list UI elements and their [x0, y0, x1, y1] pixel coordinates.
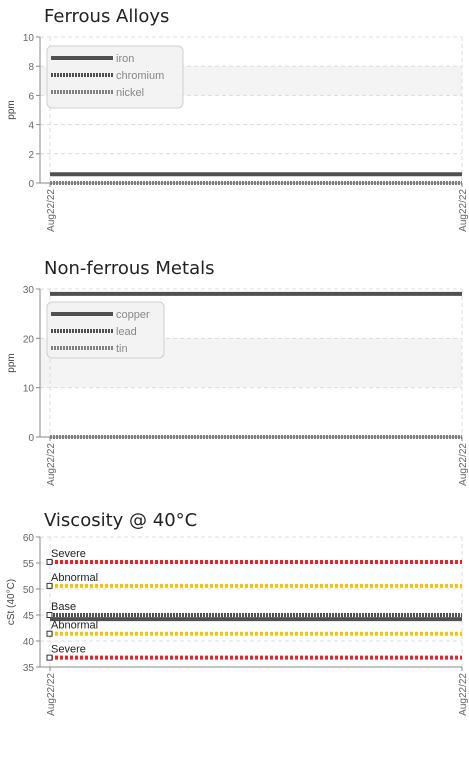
limit-label: Severe [51, 644, 86, 656]
y-tick-label: 55 [23, 559, 35, 570]
x-tick-label: Aug22/22 [46, 189, 57, 232]
y-tick-label: 60 [23, 533, 35, 544]
limit-label: Abnormal [51, 620, 98, 632]
y-axis-label: ppm [6, 100, 17, 119]
legend-label: lead [116, 326, 137, 338]
limit-marker [46, 558, 53, 565]
legend-label: chromium [116, 70, 164, 82]
y-tick-label: 2 [28, 150, 34, 161]
limit-label: Severe [51, 548, 86, 560]
limit-label: Base [51, 601, 76, 613]
ferrous-alloys-chart: 0 2 4 6 8 10 ppm Aug22/22 Aug22/22 iron chromium ni… [6, 33, 469, 232]
y-tick-label: 10 [23, 33, 35, 44]
y-axis-label: ppm [6, 353, 17, 372]
y-tick-label: 50 [23, 585, 35, 596]
legend-label: nickel [116, 87, 144, 99]
limit-marker [46, 630, 53, 637]
chart-title: Ferrous Alloys [44, 6, 170, 27]
y-tick-label: 0 [28, 433, 34, 444]
y-tick-label: 30 [23, 285, 35, 296]
x-tick-label: Aug22/22 [46, 673, 57, 716]
viscosity-panel: Viscosity @ 40°C 35 40 45 50 55 60 cSt (40°C) A… [0, 504, 469, 760]
x-tick-label: Aug22/22 [458, 189, 469, 232]
legend-label: tin [116, 343, 128, 355]
legend-label: iron [116, 53, 134, 65]
y-tick-label: 40 [23, 637, 35, 648]
y-tick-label: 20 [23, 334, 35, 345]
ferrous-alloys-panel: Ferrous Alloys 0 2 4 6 8 10 ppm Aug22/22 Aug22/2… [0, 0, 469, 250]
y-tick-label: 45 [23, 611, 35, 622]
x-tick-label: Aug22/22 [458, 673, 469, 716]
non-ferrous-metals-panel: Non-ferrous Metals 0 10 20 30 ppm Aug22/22 Aug… [0, 252, 469, 502]
x-tick-label: Aug22/22 [458, 443, 469, 486]
y-tick-label: 0 [28, 179, 34, 190]
limit-marker [46, 582, 53, 589]
x-tick-label: Aug22/22 [46, 443, 57, 486]
y-tick-label: 10 [23, 384, 35, 395]
y-tick-label: 35 [23, 663, 35, 674]
limit-marker [46, 654, 53, 661]
viscosity-chart: 35 40 45 50 55 60 cSt (40°C) Aug22/22 Aug22/22 Se… [6, 533, 469, 716]
y-tick-label: 8 [28, 62, 34, 73]
y-axis-label: cSt (40°C) [6, 579, 17, 625]
limit-marker [46, 612, 53, 618]
chart-title: Non-ferrous Metals [44, 258, 215, 279]
limit-label: Abnormal [51, 572, 98, 584]
chart-title: Viscosity @ 40°C [44, 510, 198, 531]
non-ferrous-metals-chart: 0 10 20 30 ppm Aug22/22 Aug22/22 copper lead tin [6, 285, 469, 486]
legend-label: copper [116, 309, 150, 321]
y-tick-label: 4 [28, 121, 34, 132]
y-tick-label: 6 [28, 91, 34, 102]
